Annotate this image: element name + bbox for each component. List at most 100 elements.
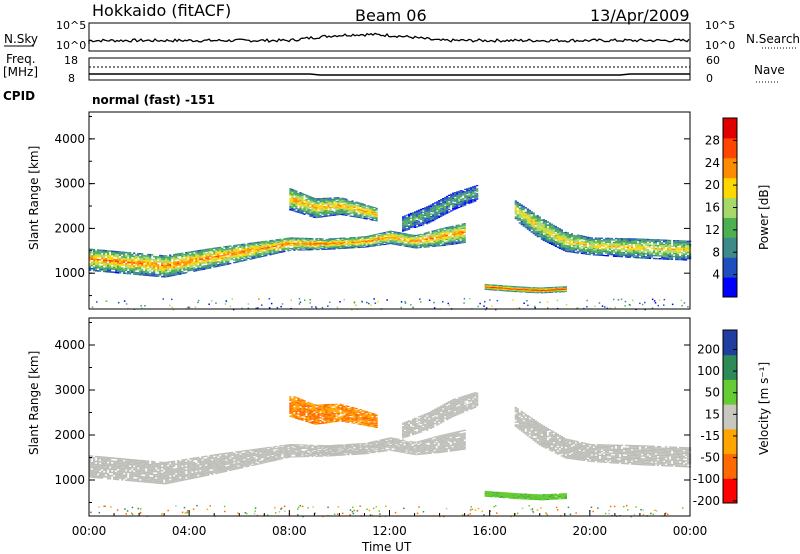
power-cell (359, 242, 362, 244)
power-cell (179, 263, 182, 266)
power-cell (205, 248, 208, 251)
power-cell (580, 248, 583, 250)
power-cell (263, 251, 266, 253)
power-cell (359, 246, 362, 248)
power-cell (353, 238, 356, 240)
power-cell (195, 265, 198, 267)
power-cell (283, 238, 286, 240)
power-cell (99, 251, 102, 253)
power-cell (661, 248, 664, 250)
power-cell (409, 235, 412, 237)
power-cell (303, 213, 306, 215)
power-cell (399, 243, 402, 244)
power-cell (428, 222, 431, 224)
power-cell (141, 272, 144, 274)
power-cell (287, 239, 290, 241)
power-cell (241, 257, 244, 259)
power-cell (323, 242, 326, 244)
power-cell (301, 237, 304, 239)
power-cell (652, 252, 656, 254)
power-cell (263, 255, 266, 257)
power-cell (183, 272, 186, 274)
power-cell (155, 257, 158, 260)
power-cell (554, 225, 557, 228)
power-cell (333, 244, 336, 246)
power-cell (195, 269, 198, 272)
power-cell (474, 188, 477, 190)
power-cell (347, 209, 350, 211)
power-cell (337, 210, 340, 212)
power-cell (550, 231, 553, 233)
power-cell (418, 218, 421, 220)
power-cell (287, 247, 290, 249)
power-cell (383, 236, 386, 238)
power-cell (407, 240, 410, 242)
power-cell (341, 209, 344, 211)
power-cell (145, 274, 148, 276)
power-cell (257, 245, 260, 247)
power-cell (671, 258, 674, 260)
power-cell (640, 257, 644, 259)
power-cell (632, 242, 636, 244)
power-cell (103, 259, 106, 261)
power-cell (175, 272, 178, 274)
power-cell (103, 256, 106, 258)
power-cell (313, 248, 316, 250)
power-cell (159, 272, 162, 274)
power-cell (165, 256, 168, 259)
power-cell (273, 240, 276, 242)
power-cell (167, 275, 170, 278)
power-cell (646, 257, 650, 259)
power-cell (454, 193, 457, 195)
power-cell (317, 242, 320, 244)
power-cell (556, 286, 559, 288)
power-cell (624, 238, 628, 240)
power-cell (249, 256, 252, 258)
power-cell (514, 206, 517, 208)
power-cell (105, 250, 108, 252)
power-cell (291, 242, 294, 244)
power-cell (321, 241, 324, 243)
power-cell (185, 271, 188, 274)
power-cell (624, 242, 628, 244)
power-cell (105, 251, 108, 254)
power-cell (327, 203, 330, 205)
power-cell (508, 285, 511, 287)
power-speckle (534, 306, 536, 309)
power-cell (107, 271, 110, 273)
power-cell (279, 252, 282, 253)
power-cell (436, 202, 439, 204)
power-cell (323, 240, 326, 242)
power-cell (667, 246, 670, 249)
power-cell (512, 287, 515, 289)
power-cell (556, 237, 559, 239)
power-cell (341, 205, 344, 207)
power-cell (159, 259, 162, 262)
power-cell (616, 255, 620, 258)
power-cell (275, 240, 278, 242)
power-cell (259, 246, 262, 248)
power-cell (329, 238, 332, 240)
power-cell (654, 243, 658, 245)
power-cell (147, 268, 150, 270)
power-cell (673, 241, 676, 243)
power-cell (113, 261, 116, 264)
power-cell (484, 288, 487, 290)
power-cell (351, 209, 354, 212)
power-cell (327, 238, 330, 240)
power-cell (438, 205, 441, 207)
power-cell (301, 238, 304, 240)
power-cell (640, 255, 644, 258)
power-cell (582, 253, 585, 255)
power-cell (622, 240, 626, 243)
power-cell (311, 215, 314, 218)
power-cell (683, 259, 686, 261)
power-cell (363, 244, 366, 246)
power-cell (658, 240, 662, 243)
power-cell (538, 290, 541, 292)
power-cell (147, 271, 150, 273)
power-cell (434, 208, 437, 210)
power-cell (540, 238, 543, 241)
power-cell (181, 258, 184, 261)
power-cell (367, 240, 370, 242)
